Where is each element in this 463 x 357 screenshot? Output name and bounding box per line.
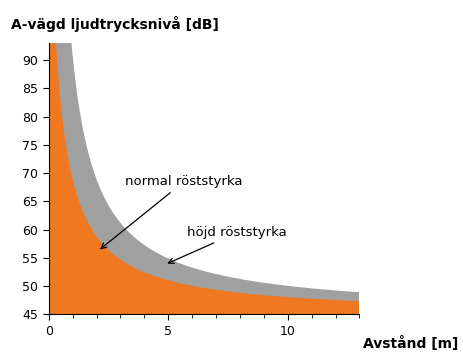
Text: A-vägd ljudtrycksnivå [dB]: A-vägd ljudtrycksnivå [dB]: [12, 16, 219, 32]
Text: normal röststyrka: normal röststyrka: [101, 175, 242, 248]
Text: höjd röststyrka: höjd röststyrka: [168, 226, 287, 263]
Text: Avstånd [m]: Avstånd [m]: [362, 336, 457, 351]
